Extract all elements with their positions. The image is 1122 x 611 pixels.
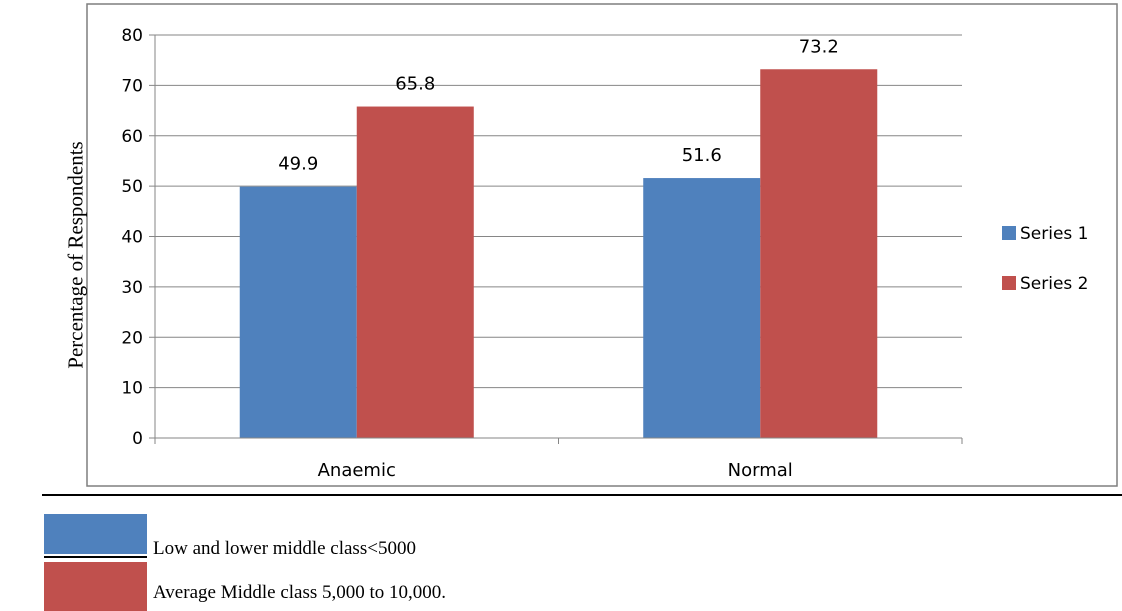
y-tick-label: 60 [121,127,143,147]
y-tick-label: 30 [121,278,143,298]
axes [149,34,963,444]
legend: Series 1 Series 2 [1002,224,1089,294]
data-labels: 49.9 51.6 65.8 73.2 [278,36,839,174]
legend-label: Series 1 [1020,224,1089,244]
legend-swatch-series-2 [1002,276,1016,290]
data-label: 73.2 [799,36,839,57]
data-label: 65.8 [395,74,435,95]
legend-label: Series 2 [1020,274,1089,294]
bar-normal-series-1 [643,178,761,438]
bar-anaemic-series-2 [356,106,474,438]
x-category-label: Normal [728,460,793,481]
y-tick-label: 70 [121,76,143,96]
y-tick-label: 40 [121,228,143,248]
tick-labels: 0 10 20 30 40 50 60 70 80 Anaemic Normal [121,26,792,481]
y-tick-label: 80 [121,26,143,46]
y-tick-label: 0 [132,429,143,449]
caption-swatch-low-income [44,514,147,554]
legend-swatch-series-1 [1002,226,1016,240]
y-axis-title: Percentage of Respondents [63,141,88,369]
caption-swatch-middle-income [44,562,147,611]
y-tick-label: 50 [121,177,143,197]
bar-normal-series-2 [760,69,878,438]
bars [239,69,878,438]
bar-anaemic-series-1 [239,186,357,438]
y-tick-label: 10 [121,379,143,399]
x-category-label: Anaemic [318,460,396,481]
data-label: 51.6 [682,145,722,166]
caption-label-low-income: Low and lower middle class<5000 [153,538,416,559]
caption-label-middle-income: Average Middle class 5,000 to 10,000. [153,582,447,603]
caption-rule-top [42,494,1122,496]
y-tick-label: 20 [121,328,143,348]
caption-rule-middle [44,556,147,558]
data-label: 49.9 [278,154,318,175]
